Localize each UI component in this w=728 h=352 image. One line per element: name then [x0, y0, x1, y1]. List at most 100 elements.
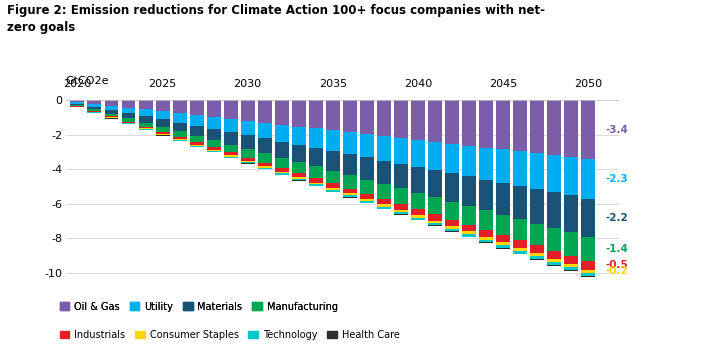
Bar: [377, 207, 391, 208]
Bar: [138, 100, 152, 109]
Bar: [122, 121, 135, 123]
Bar: [479, 147, 493, 180]
Bar: [496, 235, 510, 242]
Legend: Oil & Gas, Utility, Materials, Manufacturing: Oil & Gas, Utility, Materials, Manufactu…: [56, 298, 341, 315]
Bar: [428, 225, 442, 226]
Bar: [394, 100, 408, 138]
Bar: [496, 183, 510, 215]
Bar: [223, 132, 237, 145]
Bar: [496, 242, 510, 245]
Bar: [394, 214, 408, 215]
Bar: [173, 137, 186, 139]
Bar: [564, 270, 578, 271]
Bar: [462, 176, 476, 206]
Bar: [496, 100, 510, 149]
Bar: [394, 138, 408, 164]
Bar: [428, 214, 442, 221]
Bar: [71, 105, 84, 106]
Bar: [138, 122, 152, 127]
Bar: [377, 161, 391, 184]
Bar: [274, 158, 289, 168]
Bar: [428, 221, 442, 223]
Bar: [122, 123, 135, 124]
Bar: [343, 197, 357, 198]
Bar: [189, 100, 204, 115]
Bar: [445, 226, 459, 229]
Text: -0.2: -0.2: [605, 266, 628, 276]
Bar: [87, 109, 101, 111]
Bar: [122, 113, 135, 118]
Bar: [292, 100, 306, 127]
Bar: [530, 256, 544, 259]
Bar: [122, 108, 135, 113]
Bar: [343, 195, 357, 197]
Bar: [513, 240, 527, 248]
Bar: [309, 128, 323, 148]
Bar: [564, 232, 578, 256]
Text: -1.4: -1.4: [605, 244, 628, 254]
Bar: [309, 178, 323, 183]
Bar: [241, 161, 255, 162]
Bar: [581, 100, 595, 159]
Bar: [445, 100, 459, 144]
Bar: [479, 240, 493, 242]
Bar: [292, 127, 306, 145]
Bar: [479, 180, 493, 210]
Bar: [138, 127, 152, 128]
Bar: [138, 116, 152, 122]
Bar: [156, 111, 170, 119]
Bar: [479, 242, 493, 243]
Bar: [581, 273, 595, 276]
Bar: [292, 162, 306, 173]
Bar: [343, 189, 357, 194]
Bar: [326, 130, 340, 151]
Bar: [496, 149, 510, 183]
Bar: [156, 134, 170, 135]
Text: GtCO2e: GtCO2e: [66, 76, 109, 86]
Bar: [343, 132, 357, 154]
Bar: [360, 157, 373, 180]
Bar: [377, 208, 391, 209]
Bar: [189, 126, 204, 136]
Bar: [530, 224, 544, 245]
Bar: [343, 175, 357, 189]
Bar: [581, 237, 595, 261]
Bar: [173, 140, 186, 141]
Bar: [530, 153, 544, 189]
Bar: [377, 199, 391, 204]
Bar: [445, 220, 459, 226]
Text: -0.5: -0.5: [605, 260, 628, 270]
Bar: [292, 173, 306, 177]
Bar: [105, 106, 119, 110]
Bar: [377, 136, 391, 161]
Bar: [258, 138, 272, 153]
Bar: [360, 100, 373, 134]
Bar: [138, 109, 152, 116]
Bar: [122, 100, 135, 108]
Bar: [189, 145, 204, 146]
Bar: [156, 119, 170, 127]
Bar: [462, 234, 476, 237]
Bar: [479, 230, 493, 237]
Bar: [377, 184, 391, 199]
Bar: [445, 202, 459, 220]
Bar: [258, 163, 272, 166]
Bar: [394, 210, 408, 212]
Bar: [428, 223, 442, 225]
Bar: [513, 100, 527, 151]
Bar: [241, 162, 255, 163]
Bar: [360, 201, 373, 203]
Bar: [581, 270, 595, 273]
Bar: [71, 102, 84, 103]
Bar: [309, 184, 323, 186]
Bar: [292, 180, 306, 181]
Bar: [428, 170, 442, 197]
Bar: [445, 231, 459, 232]
Bar: [309, 166, 323, 178]
Bar: [173, 122, 186, 131]
Bar: [156, 132, 170, 134]
Bar: [411, 140, 425, 167]
Bar: [274, 142, 289, 158]
Bar: [309, 186, 323, 187]
Bar: [87, 112, 101, 113]
